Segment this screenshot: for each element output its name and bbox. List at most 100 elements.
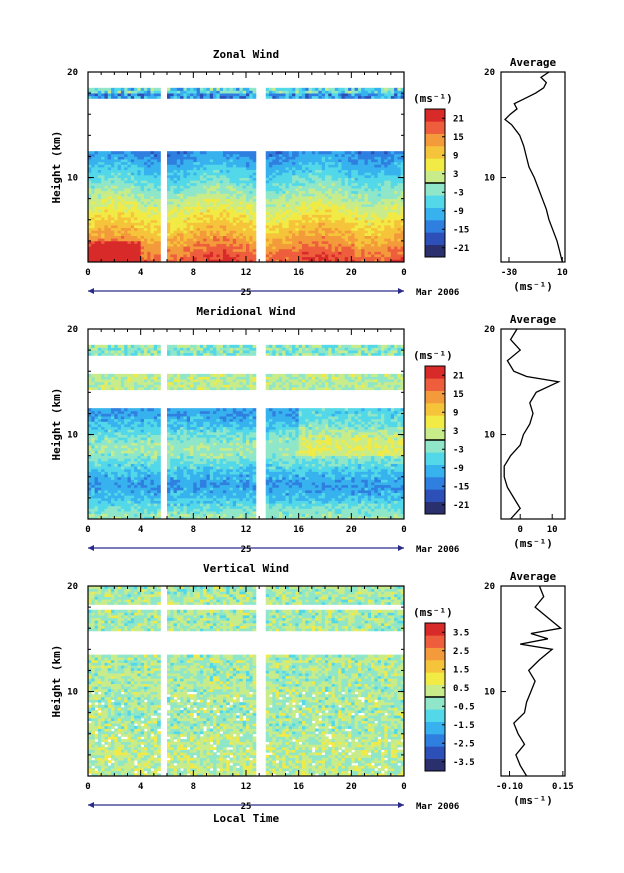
- heatmap-cell: [311, 156, 316, 160]
- heatmap-cell: [176, 188, 181, 192]
- heatmap-cell: [371, 227, 375, 231]
- heatmap-cell: [153, 209, 158, 213]
- heatmap-cell: [239, 164, 244, 168]
- heatmap-cell: [213, 161, 217, 165]
- heatmap-cell: [278, 188, 283, 192]
- heatmap-cell: [239, 225, 244, 229]
- heatmap-cell: [232, 203, 237, 207]
- heatmap-cell: [351, 206, 356, 210]
- heatmap-cell: [374, 188, 379, 192]
- heatmap-cell: [239, 161, 244, 165]
- heatmap-cell: [209, 243, 214, 247]
- heatmap-cell: [176, 246, 181, 250]
- heatmap-cell: [308, 161, 313, 165]
- heatmap-cell: [104, 206, 109, 210]
- heatmap-cell: [252, 95, 257, 99]
- heatmap-cell: [311, 251, 316, 255]
- heatmap-cell: [219, 188, 224, 192]
- heatmap-cell: [265, 172, 270, 176]
- heatmap-cell: [150, 95, 155, 99]
- heatmap-cell: [114, 508, 119, 512]
- heatmap-cell: [190, 161, 194, 165]
- heatmap-cell: [331, 248, 336, 252]
- heatmap-cell: [252, 243, 257, 247]
- heatmap-cell: [222, 248, 227, 252]
- heatmap-cell: [203, 93, 207, 97]
- heatmap-cell: [216, 227, 221, 231]
- heatmap-cell: [120, 159, 125, 163]
- heatmap-cell: [282, 232, 286, 237]
- heatmap-cell: [397, 90, 402, 94]
- heatmap-cell: [305, 254, 309, 258]
- heatmap-cell: [226, 182, 230, 186]
- heatmap-cell: [107, 93, 112, 97]
- heatmap-cell: [120, 384, 125, 388]
- heatmap-cell: [364, 193, 369, 197]
- heatmap-cell: [94, 426, 99, 430]
- heatmap-cell: [331, 219, 336, 223]
- heatmap-cell: [91, 209, 95, 213]
- heatmap-cell: [127, 347, 132, 351]
- heatmap-cell: [364, 177, 369, 181]
- heatmap-cell: [104, 198, 109, 202]
- heatmap-cell: [124, 450, 128, 454]
- heatmap-cell: [176, 90, 181, 94]
- heatmap-cell: [199, 251, 204, 255]
- heatmap-cell: [315, 235, 319, 239]
- heatmap-cell: [190, 243, 194, 247]
- heatmap-cell: [97, 347, 102, 351]
- heatmap-cell: [183, 153, 188, 157]
- heatmap-cell: [394, 227, 398, 231]
- heatmap-cell: [91, 203, 95, 207]
- heatmap-cell: [334, 227, 339, 231]
- heatmap-cell: [282, 248, 286, 252]
- heatmap-cell: [94, 256, 99, 260]
- heatmap-cell: [364, 153, 369, 157]
- heatmap-cell: [239, 251, 244, 255]
- heatmap-cell: [127, 487, 132, 491]
- heatmap-cell: [124, 431, 128, 435]
- heatmap-cell: [348, 232, 352, 237]
- heatmap-cell: [325, 190, 329, 194]
- heatmap-cell: [318, 225, 323, 229]
- heatmap-cell: [301, 161, 306, 165]
- heatmap-cell: [252, 174, 257, 178]
- heatmap-cell: [364, 182, 369, 186]
- heatmap-cell: [390, 251, 395, 255]
- heatmap-cell: [377, 214, 382, 218]
- heatmap-cell: [275, 190, 280, 194]
- heatmap-cell: [311, 161, 316, 165]
- heatmap-cell: [101, 95, 105, 99]
- heatmap-cell: [282, 209, 286, 213]
- heatmap-cell: [285, 188, 290, 192]
- heatmap-cell: [400, 259, 404, 262]
- heatmap-cell: [183, 254, 188, 258]
- heatmap-cell: [124, 182, 128, 186]
- heatmap-cell: [367, 153, 372, 157]
- heatmap-cell: [134, 259, 138, 262]
- heatmap-cell: [371, 232, 375, 237]
- heatmap-cell: [272, 206, 277, 210]
- heatmap-cell: [170, 188, 174, 192]
- heatmap-cell: [127, 352, 132, 356]
- heatmap-cell: [354, 211, 359, 215]
- heatmap-cell: [104, 243, 109, 247]
- heatmap-cell: [137, 214, 142, 218]
- heatmap-cell: [206, 161, 211, 165]
- heatmap-cell: [341, 93, 346, 97]
- heatmap-cell: [114, 384, 119, 388]
- heatmap-cell: [140, 169, 145, 173]
- heatmap-cell: [354, 259, 359, 262]
- heatmap-cell: [124, 442, 128, 446]
- heatmap-cell: [193, 256, 198, 260]
- heatmap-cell: [203, 177, 207, 181]
- heatmap-cell: [127, 350, 132, 354]
- heatmap-cell: [239, 217, 244, 221]
- heatmap-cell: [101, 458, 105, 462]
- heatmap-cell: [167, 198, 171, 202]
- heatmap-cell: [308, 151, 313, 155]
- heatmap-cell: [117, 232, 122, 237]
- heatmap-cell: [88, 466, 92, 470]
- heatmap-cell: [117, 413, 122, 417]
- heatmap-cell: [114, 426, 119, 430]
